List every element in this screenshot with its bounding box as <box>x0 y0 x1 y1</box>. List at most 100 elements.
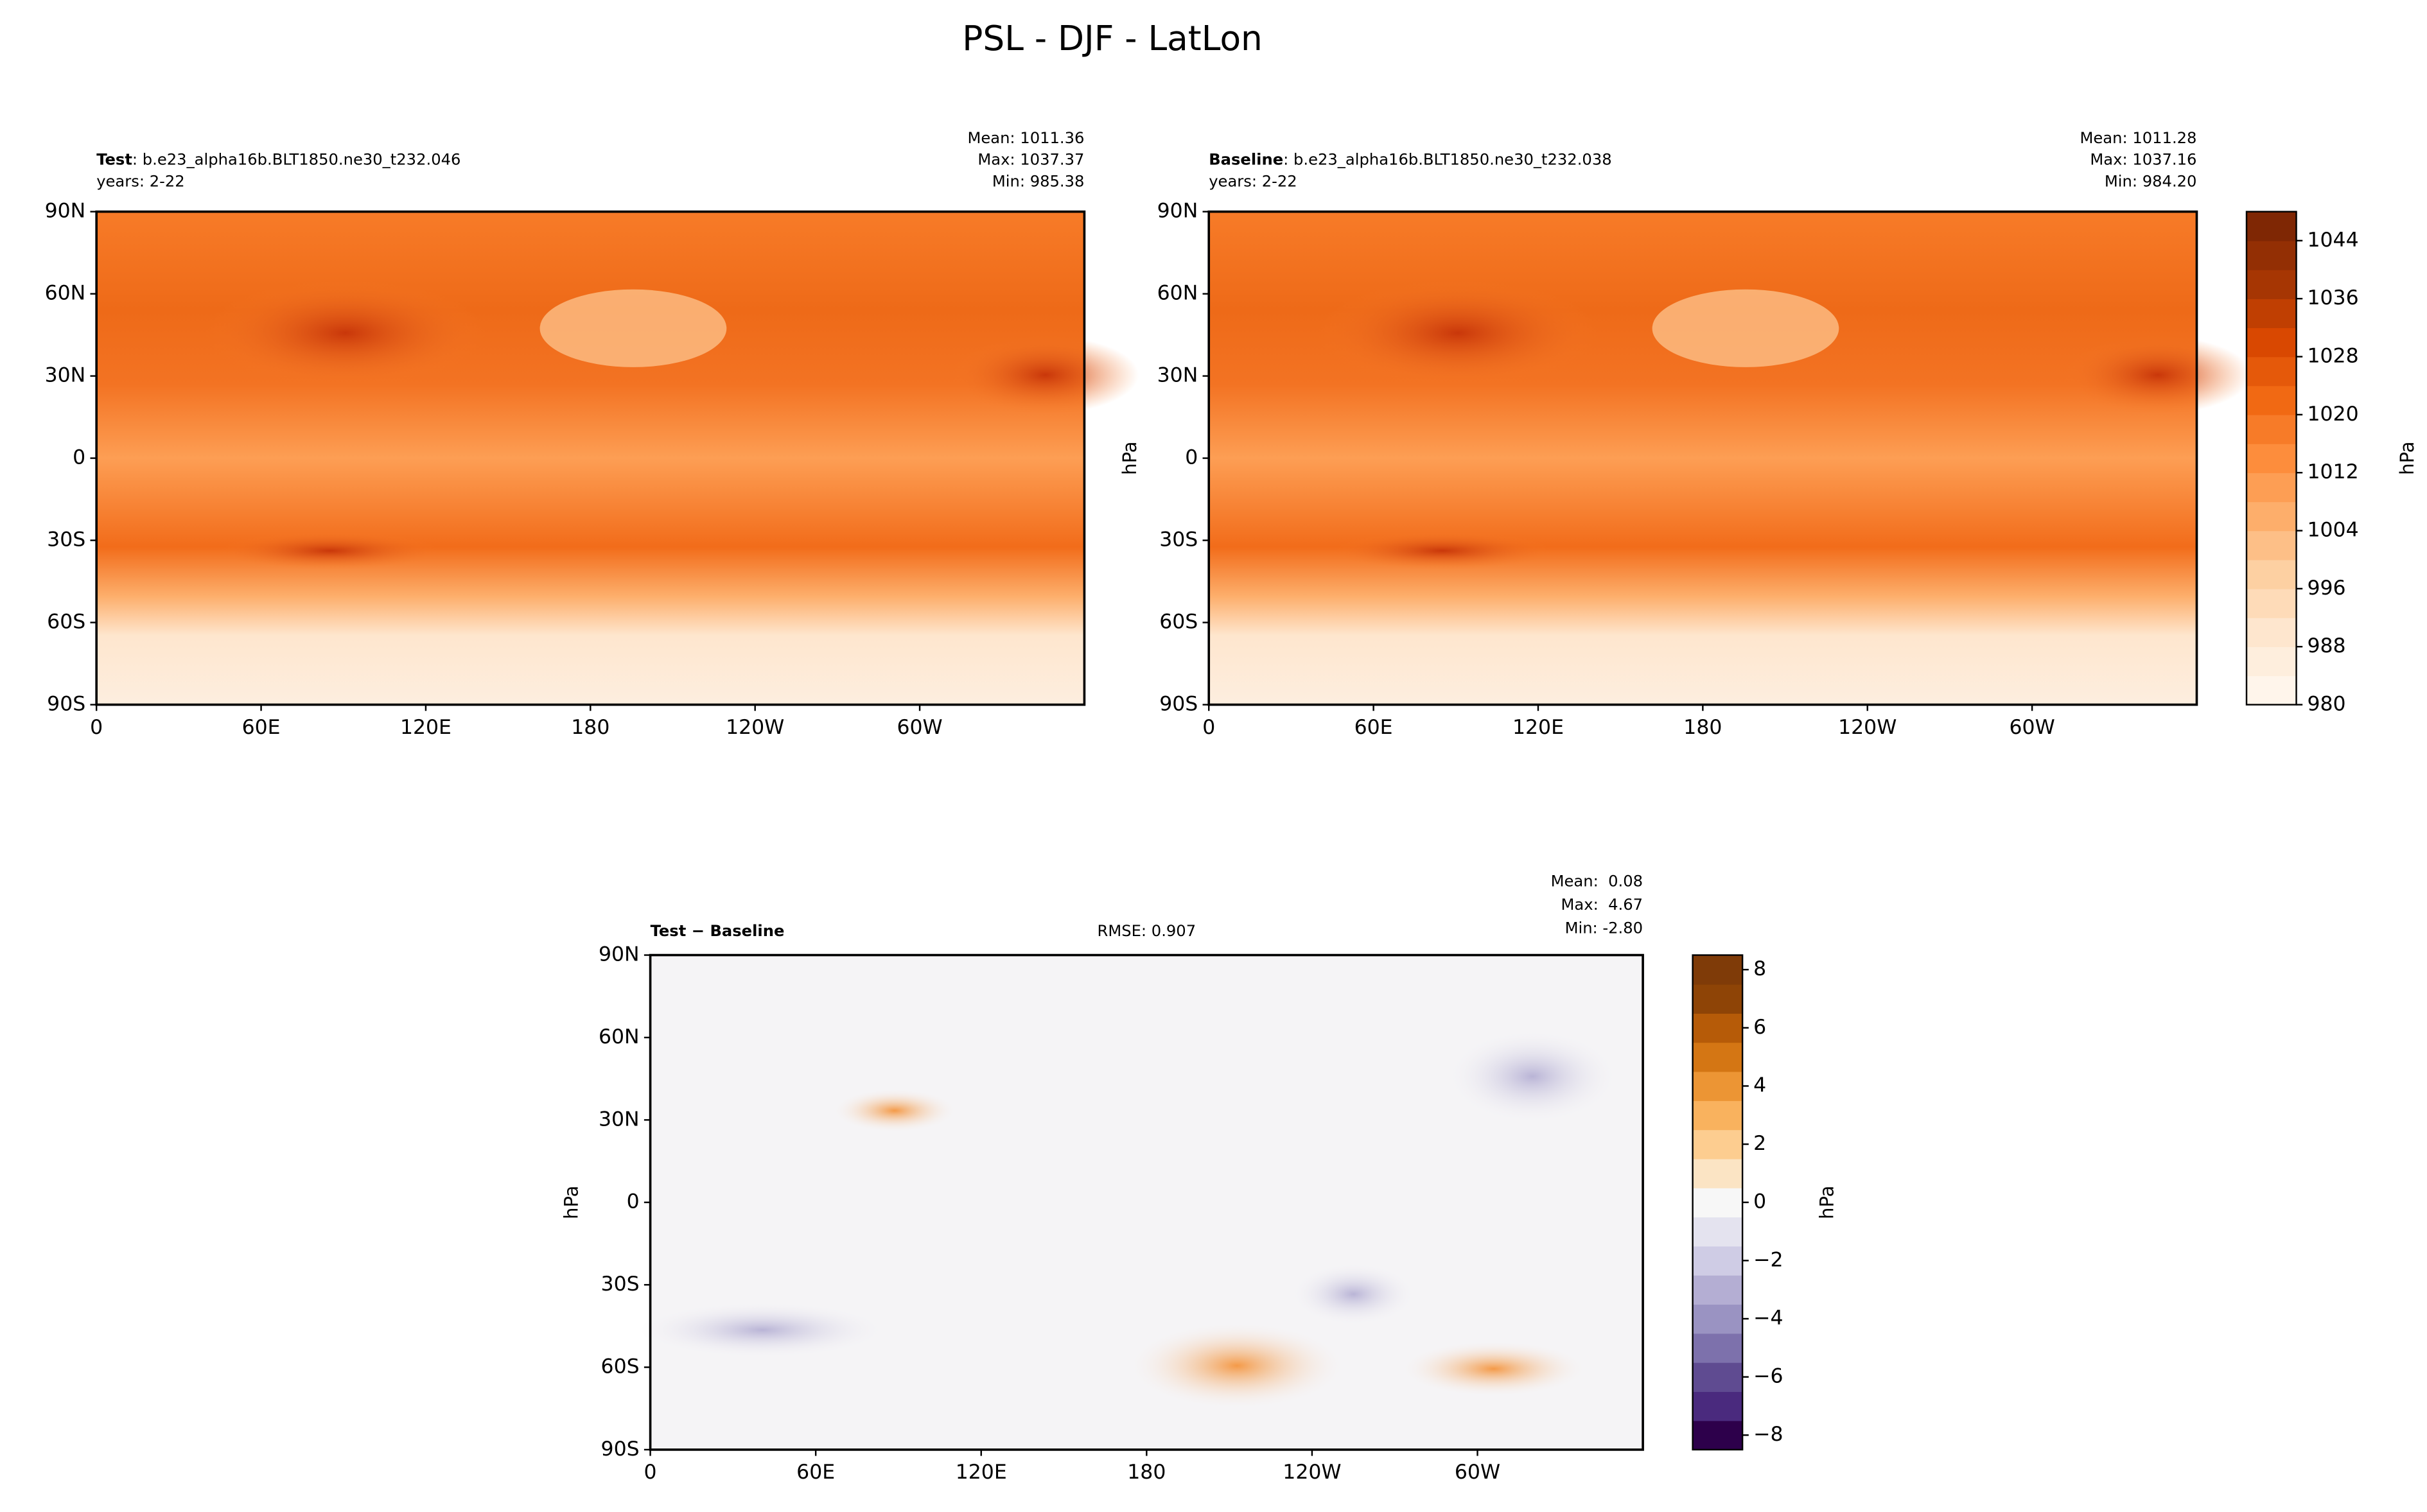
map-field <box>1209 211 2197 705</box>
x-tick-label: 60W <box>897 716 942 739</box>
colorbar-band <box>2246 444 2297 473</box>
x-tick-label: 60W <box>2010 716 2055 739</box>
map-high <box>2064 336 2252 414</box>
map-anomaly <box>1400 1341 1587 1397</box>
colorbar-band <box>2246 588 2297 618</box>
x-tick-label: 120W <box>1838 716 1897 739</box>
panel-case: : b.e23_alpha16b.BLT1850.ne30_t232.038 <box>1283 151 1612 169</box>
colorbar-tick-label: 8 <box>1753 957 1766 980</box>
map-field <box>96 211 1085 705</box>
y-tick-label: 30N <box>1157 364 1198 387</box>
y-tick-label: 0 <box>1185 446 1198 469</box>
colorbar-band <box>1692 1013 1743 1043</box>
colorbar-tick-label: −6 <box>1753 1365 1783 1388</box>
colorbar-band <box>2246 385 2297 415</box>
colorbar-tick-label: 4 <box>1753 1073 1766 1097</box>
colorbar-band <box>1692 1071 1743 1101</box>
y-tick-label: 90S <box>601 1438 640 1461</box>
y-tick-label: 90N <box>599 943 640 966</box>
y-tick-label: 60S <box>601 1355 640 1378</box>
y-tick-label: 30S <box>47 528 85 552</box>
colorbar-band <box>2246 414 2297 444</box>
panel-stat: Min: 985.38 <box>992 173 1085 191</box>
y-axis-label: hPa <box>560 1186 582 1219</box>
colorbar-band <box>1692 1304 1743 1334</box>
colorbar-tick-label: 6 <box>1753 1016 1766 1039</box>
panel-label: Test: b.e23_alpha16b.BLT1850.ne30_t232.0… <box>96 151 460 169</box>
colorbar-tick-label: 1036 <box>2307 286 2358 309</box>
colorbar-label: hPa <box>1816 1186 1837 1219</box>
map-anomaly <box>1446 1029 1618 1124</box>
y-tick-label: 90S <box>47 693 85 716</box>
colorbar-tick-label: 1004 <box>2307 519 2358 542</box>
figure-title: PSL - DJF - LatLon <box>962 19 1263 58</box>
colorbar-tick-label: 1044 <box>2307 229 2358 252</box>
colorbar-tick-label: 0 <box>1753 1190 1766 1213</box>
x-tick-label: 60E <box>1354 716 1393 739</box>
y-tick-label: 60N <box>45 282 86 305</box>
y-tick-label: 60S <box>1159 611 1198 634</box>
colorbar-band <box>1692 1246 1743 1276</box>
panel-label-name: Baseline <box>1209 151 1283 169</box>
colorbar-band <box>2246 675 2297 706</box>
colorbar-band <box>2246 240 2297 270</box>
panel-stat: Mean: 1011.28 <box>2080 129 2196 147</box>
colorbar-tick-label: 980 <box>2307 693 2345 716</box>
colorbar-tick-label: −2 <box>1753 1248 1783 1271</box>
y-tick-label: 30S <box>1159 528 1198 552</box>
y-tick-label: 90S <box>1159 693 1198 716</box>
panel-stat: Max: 1037.37 <box>977 151 1084 169</box>
x-tick-label: 120W <box>726 716 784 739</box>
colorbar-tick-label: 1028 <box>2307 345 2358 368</box>
colorbar-band <box>2246 501 2297 532</box>
colorbar-band <box>2246 647 2297 677</box>
colorbar-band <box>2246 559 2297 589</box>
y-axis-label: hPa <box>1119 441 1141 474</box>
map-anomaly <box>1291 1263 1416 1326</box>
panel-rmse: RMSE: 0.907 <box>1098 922 1196 940</box>
y-tick-label: 90N <box>1157 200 1198 223</box>
colorbar-tick-label: 2 <box>1753 1132 1766 1155</box>
y-tick-label: 30N <box>599 1108 640 1131</box>
y-tick-label: 90N <box>45 200 86 223</box>
panel-label-name: Test <box>96 151 132 169</box>
colorbar-label: hPa <box>2396 441 2418 474</box>
x-tick-label: 0 <box>644 1461 657 1484</box>
panel-label: Test − Baseline <box>651 922 785 940</box>
panel-stat: Min: -2.80 <box>1565 919 1643 937</box>
x-tick-label: 120E <box>1512 716 1564 739</box>
x-tick-label: 60E <box>242 716 281 739</box>
colorbar-tick-label: 996 <box>2307 577 2345 600</box>
map-high <box>220 532 439 569</box>
panel-years: years: 2-22 <box>1209 173 1297 191</box>
colorbar-band <box>2246 530 2297 560</box>
x-tick-label: 0 <box>90 716 103 739</box>
colorbar-band <box>2246 473 2297 503</box>
colorbar-tick-label: 1020 <box>2307 403 2358 426</box>
colorbar-band <box>1692 1333 1743 1363</box>
colorbar-tick-label: 988 <box>2307 634 2345 657</box>
colorbar-tick-label: −4 <box>1753 1307 1783 1330</box>
y-tick-label: 30S <box>601 1273 640 1296</box>
colorbar-band <box>2246 356 2297 387</box>
panel-label: Baseline: b.e23_alpha16b.BLT1850.ne30_t2… <box>1209 151 1611 169</box>
panel-stat: Mean: 1011.36 <box>967 129 1084 147</box>
map-low <box>539 289 727 367</box>
panel-label-name: Test − Baseline <box>651 922 785 940</box>
y-tick-label: 60S <box>47 611 85 634</box>
x-tick-label: 180 <box>1127 1461 1166 1484</box>
colorbar-band <box>1692 1217 1743 1247</box>
map-anomaly <box>1128 1322 1346 1409</box>
colorbar-band <box>2246 327 2297 358</box>
x-tick-label: 0 <box>1202 716 1215 739</box>
x-tick-label: 180 <box>571 716 609 739</box>
colorbar-band <box>1692 955 1743 985</box>
panel-stat: Max: 4.67 <box>1561 896 1643 914</box>
map-high <box>205 280 486 386</box>
colorbar-band <box>1692 1362 1743 1393</box>
colorbar-band <box>1692 1042 1743 1072</box>
panel-stat: Min: 984.20 <box>2105 173 2197 191</box>
x-tick-label: 120W <box>1283 1461 1341 1484</box>
